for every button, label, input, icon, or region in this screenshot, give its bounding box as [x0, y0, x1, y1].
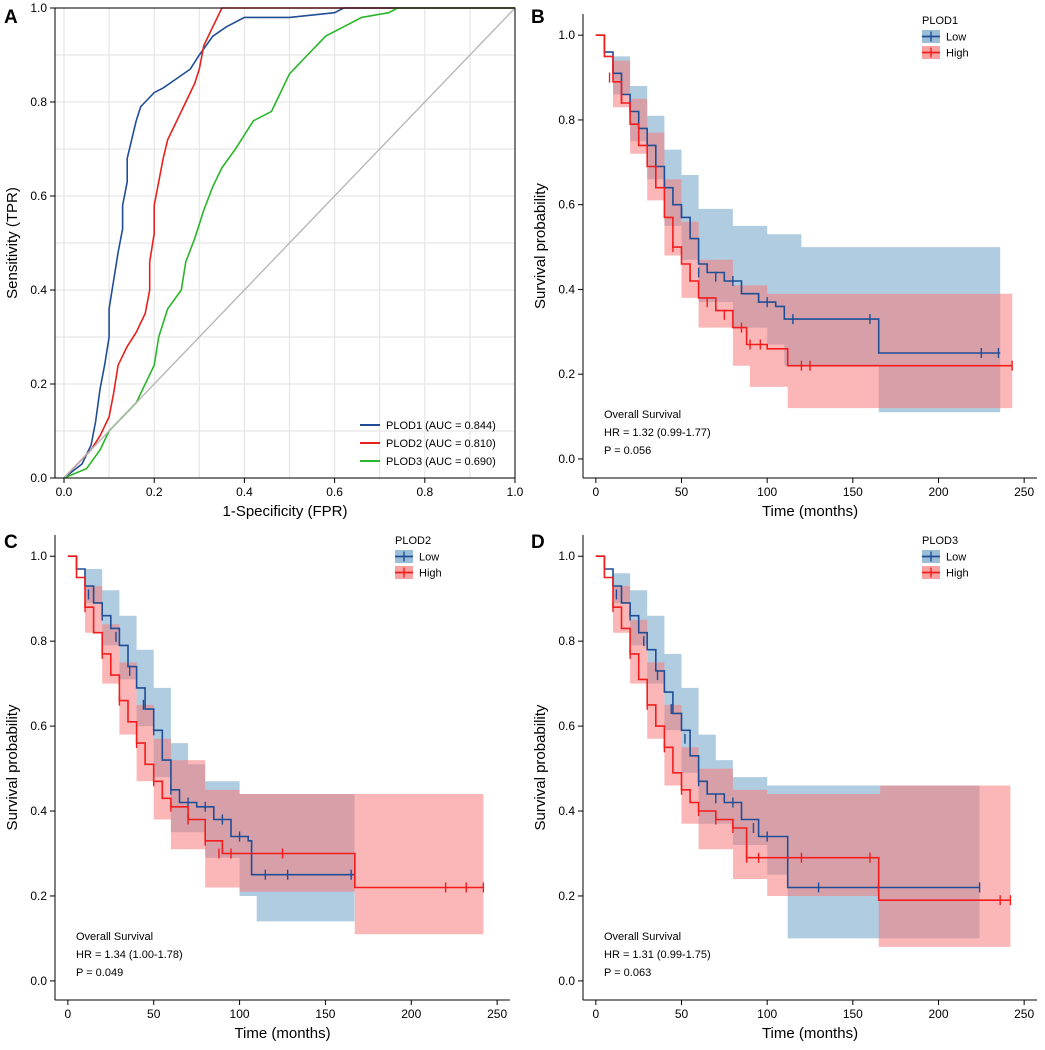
stats-annotation-line: Overall Survival: [604, 931, 681, 943]
y-tick-label: 0.0: [558, 974, 575, 988]
stats-annotation-line: P = 0.056: [604, 445, 651, 457]
legend-title: PLOD2: [395, 535, 431, 547]
legend-label: PLOD3 (AUC = 0.690): [386, 456, 496, 468]
x-tick-label: 0: [593, 1007, 600, 1021]
stats-annotation-line: P = 0.063: [604, 967, 651, 979]
y-tick-label: 0.2: [558, 889, 575, 903]
y-axis-title: Survival probability: [4, 704, 21, 830]
x-tick-label: 0.2: [146, 485, 163, 499]
legend-label: High: [946, 568, 969, 580]
y-tick-label: 0.8: [558, 634, 575, 648]
plot-border: [54, 7, 516, 479]
y-tick-label: 0.8: [30, 634, 47, 648]
legend-label: Low: [946, 552, 966, 564]
x-axis-title: 1-Specificity (FPR): [222, 503, 347, 520]
x-tick-label: 0.0: [56, 485, 73, 499]
x-tick-label: 200: [401, 1007, 421, 1021]
x-axis-title: Time (months): [762, 1025, 858, 1042]
x-tick-label: 0.8: [416, 485, 433, 499]
y-tick-label: 0.0: [558, 452, 575, 466]
x-tick-label: 100: [230, 1007, 250, 1021]
legend-label: Low: [946, 32, 966, 44]
x-tick-label: 50: [147, 1007, 161, 1021]
x-tick-label: 50: [675, 485, 689, 499]
x-tick-label: 100: [757, 485, 777, 499]
y-tick-label: 0.0: [30, 471, 47, 485]
stats-annotation-line: HR = 1.34 (1.00-1.78): [76, 949, 183, 961]
legend-label: PLOD2 (AUC = 0.810): [386, 438, 496, 450]
x-tick-label: 200: [928, 1007, 948, 1021]
panel-d: D 0 50 100 150 200 250 0.0 0.2 0.4 0.6 0.8 1.0 Time (…: [531, 532, 1037, 1042]
survival-curve-low: [595, 555, 980, 889]
panel-letter-a: A: [4, 7, 18, 28]
x-axis-title: Time (months): [234, 1025, 330, 1042]
panel-a: A 0.0 0.2 0.4 0.6 0.8 1.0 0.0 0.2 0.4 0.6 0.8 1.0 1-S…: [4, 1, 524, 520]
legend-label: Low: [419, 552, 439, 564]
y-tick-label: 0.8: [30, 95, 47, 109]
confidence-band-high: [595, 35, 1013, 409]
y-tick-label: 0.4: [558, 282, 575, 296]
stats-annotation-line: P = 0.049: [76, 967, 123, 979]
x-tick-label: 250: [1014, 1007, 1034, 1021]
stats-annotation-line: Overall Survival: [76, 931, 153, 943]
y-axis-title: Survival probability: [532, 183, 549, 309]
survival-curve-high: [67, 555, 484, 889]
panel-letter-c: C: [4, 532, 18, 553]
stats-annotation-line: HR = 1.32 (0.99-1.77): [604, 427, 711, 439]
legend-label: High: [419, 568, 442, 580]
y-tick-label: 1.0: [558, 549, 575, 563]
y-tick-label: 0.4: [30, 283, 47, 297]
x-axis-title: Time (months): [762, 503, 858, 520]
diagonal-reference-line: [63, 7, 516, 479]
x-tick-label: 1.0: [507, 485, 524, 499]
x-tick-label: 150: [843, 1007, 863, 1021]
stats-annotation-line: HR = 1.31 (0.99-1.75): [604, 949, 711, 961]
y-tick-label: 1.0: [558, 28, 575, 42]
roc-curve-1: [63, 7, 515, 479]
x-tick-label: 0: [593, 485, 600, 499]
legend-title: PLOD1: [922, 15, 958, 27]
x-tick-label: 250: [487, 1007, 507, 1021]
panel-letter-d: D: [531, 532, 545, 553]
legend-title: PLOD3: [922, 535, 958, 547]
survival-curve-high: [595, 555, 1011, 902]
y-axis-title: Sensitivity (TPR): [4, 187, 21, 299]
x-tick-label: 200: [928, 485, 948, 499]
y-tick-label: 0.6: [558, 198, 575, 212]
y-tick-label: 0.6: [558, 719, 575, 733]
y-tick-label: 0.6: [30, 189, 47, 203]
x-tick-label: 0.6: [326, 485, 343, 499]
y-tick-label: 0.4: [30, 804, 47, 818]
roc-curve-2: [63, 7, 515, 479]
panel-letter-b: B: [531, 7, 545, 28]
x-tick-label: 0.4: [236, 485, 253, 499]
legend-label: PLOD1 (AUC = 0.844): [386, 420, 496, 432]
y-tick-label: 0.8: [558, 113, 575, 127]
panel-b: B 0 50 100 150 200 250 0.0 0.2 0.4 0.6 0.8 1.0 Time (…: [531, 7, 1037, 520]
x-tick-label: 50: [675, 1007, 689, 1021]
x-tick-label: 100: [757, 1007, 777, 1021]
confidence-band-high: [67, 556, 484, 935]
x-tick-label: 150: [315, 1007, 335, 1021]
y-tick-label: 1.0: [30, 1, 47, 15]
y-tick-label: 0.4: [558, 804, 575, 818]
x-tick-label: 150: [843, 485, 863, 499]
y-axis-title: Survival probability: [532, 704, 549, 830]
y-tick-label: 0.2: [30, 377, 47, 391]
y-tick-label: 0.6: [30, 719, 47, 733]
confidence-band-high: [595, 556, 1011, 947]
y-tick-label: 0.2: [558, 367, 575, 381]
panel-c: C 0 50 100 150 200 250 0.0 0.2 0.4 0.6 0.8 1.0 Time (…: [4, 532, 510, 1042]
legend-label: High: [946, 48, 969, 60]
y-tick-label: 0.2: [30, 889, 47, 903]
y-tick-label: 1.0: [30, 549, 47, 563]
stats-annotation-line: Overall Survival: [604, 409, 681, 421]
x-tick-label: 250: [1014, 485, 1034, 499]
y-tick-label: 0.0: [30, 974, 47, 988]
x-tick-label: 0: [65, 1007, 72, 1021]
survival-curve-low: [67, 555, 355, 876]
